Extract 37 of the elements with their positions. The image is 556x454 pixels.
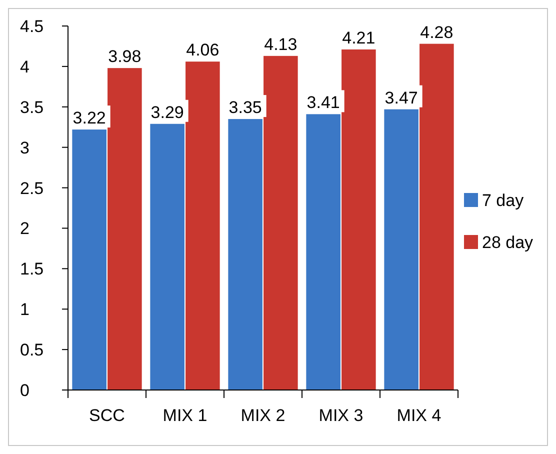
x-tick-label: MIX 3 [318,406,364,425]
bar [150,124,184,390]
data-label: 4.06 [186,40,220,60]
data-label: 3.47 [384,88,418,108]
legend-label: 28 day [482,233,534,252]
data-label: 4.13 [264,34,298,54]
x-tick-label: MIX 1 [162,406,208,425]
data-label: 3.35 [228,98,262,118]
x-tick-label: MIX 4 [396,406,442,425]
bar [108,68,142,390]
y-tick-label: 2 [20,219,30,238]
y-tick-label: 2.5 [20,178,44,198]
x-tick-label: MIX 2 [240,406,286,425]
y-tick-label: 0 [20,381,30,400]
bar [186,62,220,390]
bar [420,44,454,390]
y-tick-label: 3 [20,138,30,158]
bar [72,130,106,390]
y-tick-label: 1 [20,300,30,320]
y-tick-label: 4 [20,57,30,76]
bar [306,114,340,390]
y-tick-label: 3.5 [20,98,44,117]
bar [264,56,298,390]
data-label: 3.22 [72,108,106,128]
data-label: 3.98 [108,47,142,66]
bar [384,109,418,390]
data-label: 4.28 [420,22,454,42]
y-tick-label: 0.5 [20,340,44,360]
y-tick-label: 1.5 [20,260,44,279]
y-tick-label: 4.5 [20,17,44,36]
legend-label: 7 day [482,191,524,210]
x-tick-label: SCC [89,406,125,425]
data-label: 3.41 [306,93,340,112]
bar [228,119,262,390]
bar [342,49,376,390]
data-label: 4.21 [342,28,376,48]
data-label: 3.29 [150,102,184,122]
